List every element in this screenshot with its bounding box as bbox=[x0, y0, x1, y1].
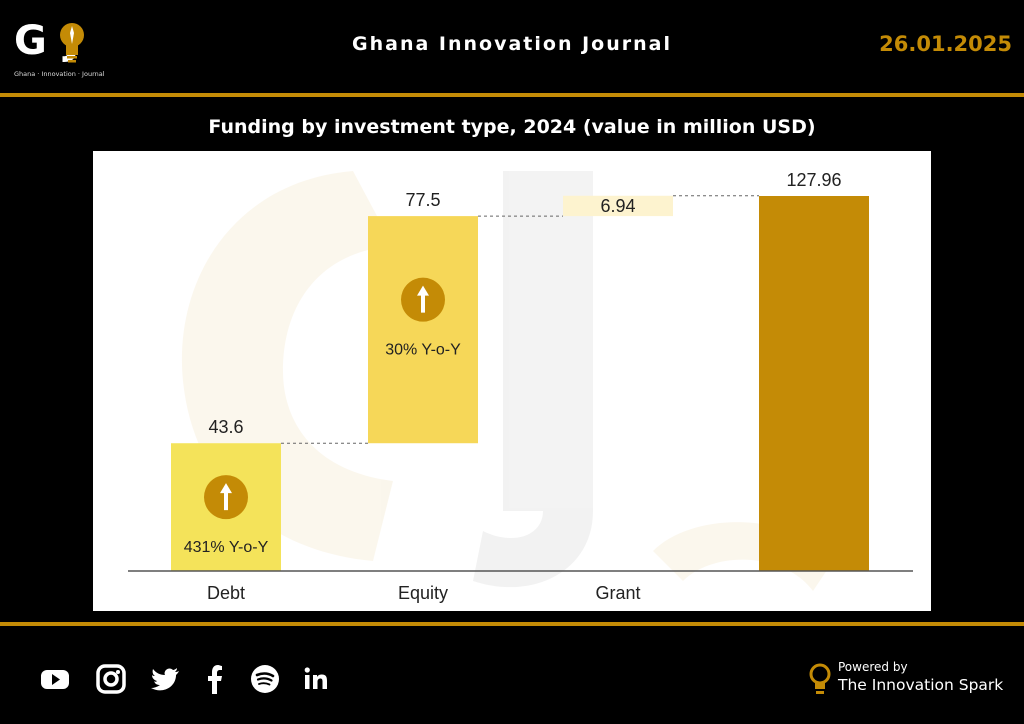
lightbulb-icon bbox=[60, 23, 84, 63]
value-label: 127.96 bbox=[786, 170, 841, 190]
category-label: Grant bbox=[595, 583, 640, 603]
value-label: 6.94 bbox=[600, 196, 635, 216]
bar-total bbox=[759, 196, 869, 571]
twitter-icon[interactable] bbox=[151, 663, 181, 695]
waterfall-chart: 43.6 77.5 6.94 127.96 431% Y-o-Y 30% Y-o-Y D… bbox=[128, 170, 913, 603]
lightbulb-icon bbox=[809, 663, 831, 694]
journal-title: Ghana Innovation Journal bbox=[352, 33, 672, 55]
instagram-icon[interactable] bbox=[96, 663, 126, 695]
growth-annotation: 431% Y-o-Y bbox=[184, 539, 269, 556]
chart-panel: 43.6 77.5 6.94 127.96 431% Y-o-Y 30% Y-o-Y D… bbox=[93, 151, 931, 611]
linkedin-icon[interactable] bbox=[302, 663, 332, 695]
publication-date: 26.01.2025 bbox=[879, 32, 1012, 56]
youtube-icon[interactable] bbox=[40, 663, 70, 695]
powered-by-label: Powered by bbox=[838, 660, 908, 674]
growth-annotation: 30% Y-o-Y bbox=[385, 342, 461, 359]
facebook-icon[interactable] bbox=[200, 663, 230, 695]
logo-subtitle: Ghana · Innovation · Journal bbox=[14, 70, 105, 78]
bottom-divider bbox=[0, 622, 1024, 626]
bar-grant bbox=[563, 195, 673, 217]
up-arrow-icon bbox=[401, 277, 445, 322]
category-label: Equity bbox=[398, 583, 448, 603]
value-label: 77.5 bbox=[405, 190, 440, 210]
spotify-icon[interactable] bbox=[250, 663, 280, 695]
gij-logo: G J Ghana · Innovation · Journal bbox=[14, 18, 134, 80]
powered-by-block: Powered by The Innovation Spark bbox=[806, 660, 1016, 700]
brand-name: The Innovation Spark bbox=[838, 676, 1004, 694]
bar-equity bbox=[368, 216, 478, 444]
top-divider bbox=[0, 93, 1024, 97]
up-arrow-icon bbox=[204, 475, 248, 520]
chart-title: Funding by investment type, 2024 (value … bbox=[208, 116, 816, 138]
value-label: 43.6 bbox=[208, 417, 243, 437]
category-label: Debt bbox=[207, 583, 245, 603]
